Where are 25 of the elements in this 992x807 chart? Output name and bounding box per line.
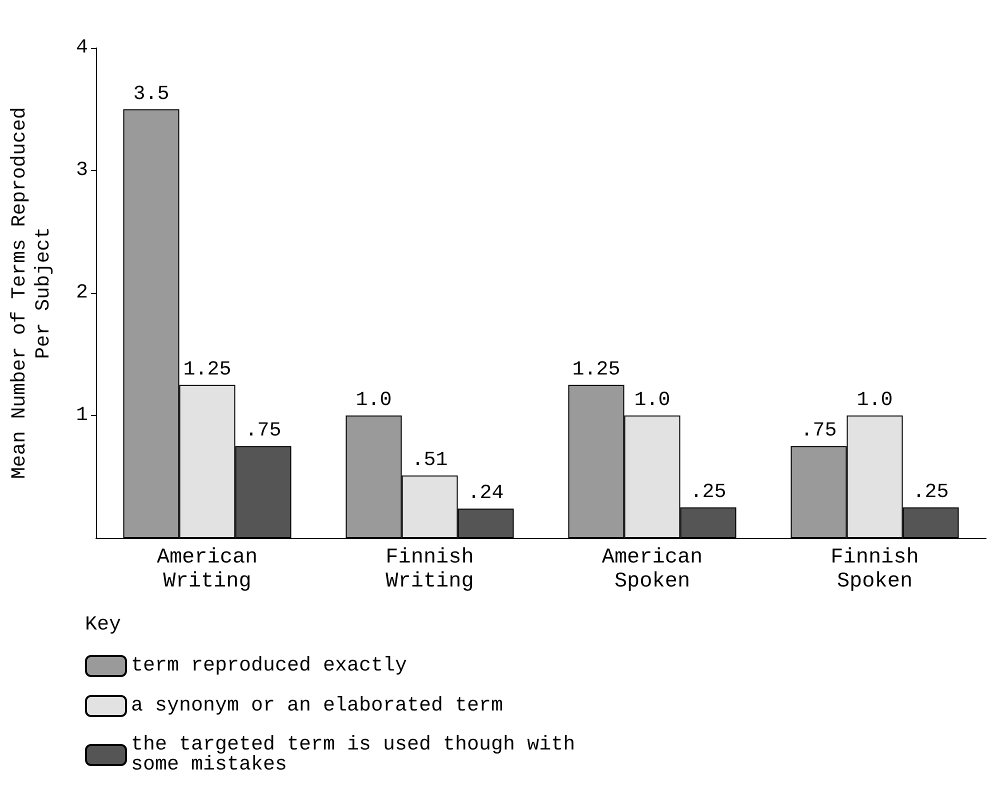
data-label: .75 [800,420,837,443]
x-tick-label: American Writing [156,546,258,594]
data-label: .51 [412,449,448,472]
y-axis-title: Mean Number of Terms Reproduced Per Subject [8,106,56,480]
y-tick-label: 4 [76,36,88,60]
x-tick-label: Finnish Spoken [830,546,919,594]
y-tick-label: 2 [76,282,88,304]
data-label: .75 [245,420,282,443]
data-label: .25 [912,480,949,504]
x-tick-label: Finnish Writing [386,546,474,594]
legend-label: a synonym or an elaborated term [131,694,504,718]
data-label: 1.25 [572,358,620,382]
data-label: 1.0 [634,389,670,412]
data-label: .24 [468,482,504,506]
legend-title: Key [85,614,122,636]
x-tick-label: American Spoken [602,546,703,594]
data-label: 1.0 [856,389,893,412]
y-tick-label: 3 [76,159,88,182]
data-label: 1.0 [356,389,392,412]
legend-label: the targeted term is used though with some mistakes [131,734,588,776]
data-label: .25 [690,480,726,504]
data-label: 3.5 [133,82,170,106]
y-tick-label: 1 [76,404,88,427]
data-label: 1.25 [183,358,232,382]
legend-label: term reproduced exactly [131,654,408,678]
